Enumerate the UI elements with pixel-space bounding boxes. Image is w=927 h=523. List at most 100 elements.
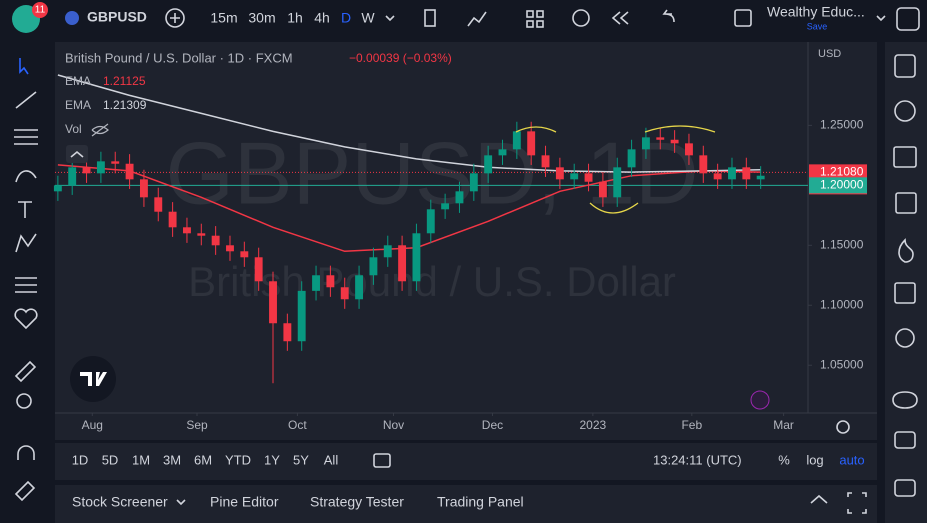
y-tick-label: 1.05000 — [820, 357, 864, 371]
add-symbol[interactable] — [165, 8, 185, 28]
candle-body — [670, 139, 679, 144]
trend-line-tool[interactable] — [15, 91, 37, 109]
ideas-icon[interactable] — [895, 328, 915, 348]
undo-icon[interactable] — [662, 9, 675, 23]
interval-button[interactable]: W — [361, 10, 375, 26]
collapse-panel[interactable] — [810, 494, 828, 504]
interval-button[interactable]: 30m — [248, 10, 275, 26]
magnet-tool[interactable] — [17, 445, 35, 460]
fullscreen-icon[interactable] — [896, 7, 920, 31]
layout-icon — [536, 10, 544, 18]
x-tick-label: 2023 — [580, 418, 607, 432]
cursor-tool[interactable] — [19, 58, 29, 75]
ruler-tool[interactable] — [14, 360, 37, 383]
layout-icon — [536, 20, 544, 28]
candle-body — [527, 131, 536, 156]
visibility-icon[interactable] — [91, 123, 109, 137]
footer-tab[interactable]: Strategy Tester — [310, 494, 404, 510]
date-range-icon[interactable] — [373, 453, 391, 468]
indicators-icon[interactable] — [467, 11, 487, 27]
flag-icon — [65, 11, 79, 25]
range-button[interactable]: 5Y — [293, 452, 309, 467]
brush-tool[interactable] — [15, 170, 37, 183]
account-dropdown[interactable] — [876, 15, 886, 22]
candle-body — [269, 281, 277, 324]
candle-body — [742, 167, 751, 180]
lock-tool[interactable] — [14, 480, 36, 502]
screener-dropdown[interactable] — [176, 499, 186, 506]
pattern-tool[interactable] — [15, 233, 37, 253]
watchlist-icon[interactable] — [894, 54, 916, 78]
alert-icon[interactable] — [572, 9, 590, 27]
range-button[interactable]: 1D — [72, 452, 89, 467]
events-icon[interactable] — [750, 390, 770, 410]
save-label[interactable]: Save — [807, 21, 828, 31]
candle-body — [512, 131, 521, 150]
tv-logo[interactable] — [70, 356, 116, 402]
alerts-icon[interactable] — [894, 100, 916, 122]
y-tick-label: 1.25000 — [820, 118, 864, 132]
indicator-value: 1.21125 — [103, 74, 146, 88]
candle-body — [584, 173, 593, 182]
interval-button[interactable]: D — [341, 10, 351, 26]
footer-tab[interactable]: Trading Panel — [437, 494, 524, 510]
candle-type-icon[interactable] — [424, 9, 436, 27]
settings-icon[interactable] — [836, 420, 850, 434]
range-bar — [55, 443, 877, 480]
x-tick-label: Dec — [482, 418, 503, 432]
badge-count: 11 — [35, 5, 46, 16]
layout-icon[interactable] — [526, 10, 534, 18]
zoom-tool[interactable] — [16, 393, 32, 409]
range-button[interactable]: All — [324, 452, 339, 467]
replay-icon[interactable] — [611, 11, 629, 25]
candle-body — [240, 251, 249, 258]
footer-tab[interactable]: Stock Screener — [72, 494, 168, 510]
data-window-icon[interactable] — [895, 192, 917, 214]
notifications-icon[interactable] — [894, 479, 916, 497]
range-button[interactable]: YTD — [225, 452, 251, 467]
account-name[interactable]: Wealthy Educ... — [767, 4, 865, 20]
collapse-legend[interactable] — [66, 145, 88, 163]
watermark-symbol: GBPUSD, 1D — [165, 123, 698, 222]
footer-tab[interactable]: Pine Editor — [210, 494, 279, 510]
candle-body — [154, 197, 163, 212]
scale-button[interactable]: auto — [839, 452, 864, 467]
candle-body — [570, 173, 579, 180]
streams-icon[interactable] — [892, 391, 918, 409]
interval-button[interactable]: 1h — [287, 10, 303, 26]
fib-tool[interactable] — [14, 129, 38, 145]
calendar-icon[interactable] — [894, 282, 916, 304]
candle-body — [469, 173, 478, 192]
hotlists-icon[interactable] — [898, 238, 914, 263]
maximize-panel[interactable] — [847, 492, 867, 514]
interval-button[interactable]: 4h — [314, 10, 330, 26]
interval-button[interactable]: 15m — [210, 10, 237, 26]
candle-body — [484, 155, 493, 174]
range-button[interactable]: 6M — [194, 452, 212, 467]
price-label: 1.21080 — [820, 165, 864, 179]
currency-label[interactable]: USD — [818, 48, 841, 60]
candle-body — [111, 161, 120, 164]
clock[interactable]: 13:24:11 (UTC) — [653, 452, 742, 467]
x-tick-label: Sep — [186, 418, 208, 432]
interval-dropdown[interactable] — [385, 15, 395, 22]
chart-panel — [55, 42, 877, 440]
y-tick-label: 1.10000 — [820, 297, 864, 311]
save-layout-icon[interactable] — [734, 9, 752, 27]
range-button[interactable]: 5D — [102, 452, 119, 467]
prediction-tool[interactable] — [15, 277, 37, 293]
candle-body — [627, 149, 636, 168]
text-tool[interactable] — [18, 201, 32, 218]
chats-icon[interactable] — [894, 431, 916, 449]
favorites-tool[interactable] — [14, 308, 38, 330]
candle-body — [326, 275, 335, 288]
scale-button[interactable]: % — [778, 452, 790, 467]
symbol[interactable]: GBPUSD — [87, 9, 147, 25]
range-button[interactable]: 3M — [163, 452, 181, 467]
range-button[interactable]: 1M — [132, 452, 150, 467]
legend-title: British Pound / U.S. Dollar · 1D · FXCM — [65, 50, 293, 65]
scale-button[interactable]: log — [806, 452, 823, 467]
candle-body — [369, 257, 378, 276]
range-button[interactable]: 1Y — [264, 452, 280, 467]
news-icon[interactable] — [893, 146, 917, 168]
